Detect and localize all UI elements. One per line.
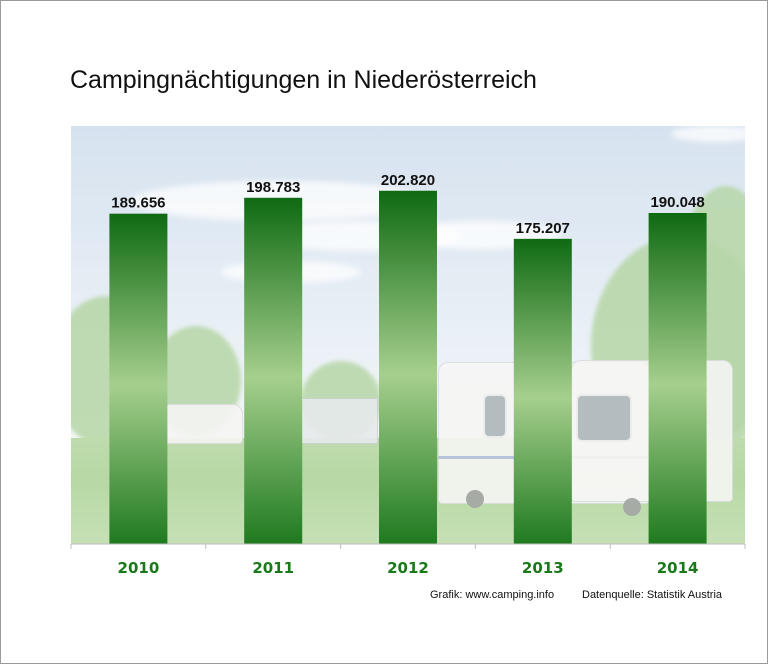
caravan-wheel — [623, 498, 641, 516]
caravan-window — [483, 394, 507, 438]
data-label-2012: 202.820 — [381, 172, 435, 189]
awning — [301, 398, 378, 444]
bar-2012 — [379, 190, 437, 544]
x-tick-label-2014: 2014 — [657, 559, 699, 577]
data-label-2010: 189.656 — [111, 195, 165, 212]
caravan-window — [576, 394, 632, 442]
data-label-2011: 198.783 — [246, 179, 300, 196]
cloud — [671, 126, 745, 142]
x-tick-label-2010: 2010 — [118, 559, 160, 577]
x-axis — [70, 543, 746, 549]
labels-group: 189.656 2010 198.783 2011 202.820 2012 175.207… — [111, 172, 704, 577]
bar-2010 — [109, 213, 168, 544]
bars-group — [109, 190, 707, 545]
x-tick-label-2013: 2013 — [522, 559, 564, 577]
credit-grafik: Grafik: www.camping.info — [430, 589, 555, 601]
data-label-2014: 190.048 — [650, 194, 704, 211]
bar-2011 — [244, 197, 303, 545]
credit-datenquelle: Datenquelle: Statistik Austria — [582, 589, 723, 601]
bar-2013 — [513, 238, 572, 544]
bar-2014 — [648, 212, 707, 544]
data-label-2013: 175.207 — [516, 220, 570, 237]
x-tick-label-2012: 2012 — [387, 559, 429, 577]
caravan-wheel — [466, 490, 484, 508]
chart-title: Campingnächtigungen in Niederösterreich — [70, 66, 537, 94]
x-tick-label-2011: 2011 — [252, 559, 294, 577]
